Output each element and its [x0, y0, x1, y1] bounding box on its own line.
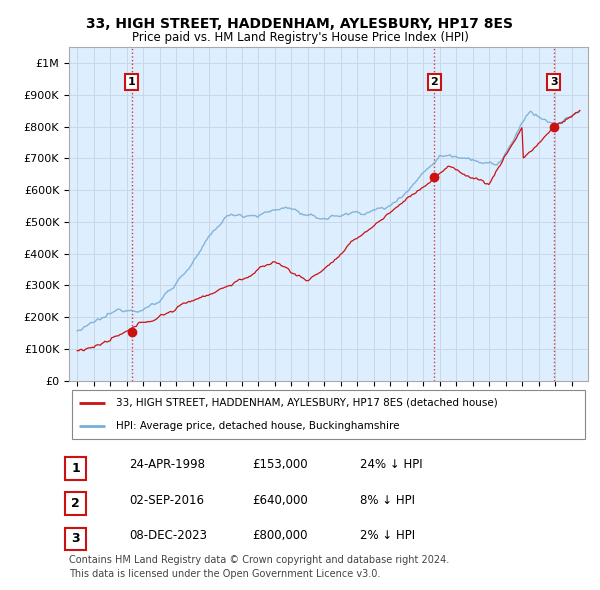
Text: 2: 2 [430, 77, 438, 87]
Text: £800,000: £800,000 [252, 529, 308, 542]
Text: HPI: Average price, detached house, Buckinghamshire: HPI: Average price, detached house, Buck… [116, 421, 399, 431]
Text: Contains HM Land Registry data © Crown copyright and database right 2024.: Contains HM Land Registry data © Crown c… [69, 555, 449, 565]
Text: 1: 1 [71, 461, 80, 475]
FancyBboxPatch shape [65, 457, 86, 480]
Text: 1: 1 [128, 77, 136, 87]
Text: £640,000: £640,000 [252, 494, 308, 507]
Text: 8% ↓ HPI: 8% ↓ HPI [360, 494, 415, 507]
Text: 33, HIGH STREET, HADDENHAM, AYLESBURY, HP17 8ES (detached house): 33, HIGH STREET, HADDENHAM, AYLESBURY, H… [116, 398, 497, 408]
Text: 3: 3 [71, 532, 80, 546]
Text: 24-APR-1998: 24-APR-1998 [129, 458, 205, 471]
Text: 08-DEC-2023: 08-DEC-2023 [129, 529, 207, 542]
Text: 3: 3 [550, 77, 558, 87]
FancyBboxPatch shape [71, 391, 586, 438]
Text: 2: 2 [71, 497, 80, 510]
FancyBboxPatch shape [65, 527, 86, 550]
Text: £153,000: £153,000 [252, 458, 308, 471]
Text: Price paid vs. HM Land Registry's House Price Index (HPI): Price paid vs. HM Land Registry's House … [131, 31, 469, 44]
Text: 2% ↓ HPI: 2% ↓ HPI [360, 529, 415, 542]
Text: This data is licensed under the Open Government Licence v3.0.: This data is licensed under the Open Gov… [69, 569, 380, 579]
FancyBboxPatch shape [65, 492, 86, 515]
Text: 02-SEP-2016: 02-SEP-2016 [129, 494, 204, 507]
Text: 33, HIGH STREET, HADDENHAM, AYLESBURY, HP17 8ES: 33, HIGH STREET, HADDENHAM, AYLESBURY, H… [86, 17, 514, 31]
Text: 24% ↓ HPI: 24% ↓ HPI [360, 458, 422, 471]
